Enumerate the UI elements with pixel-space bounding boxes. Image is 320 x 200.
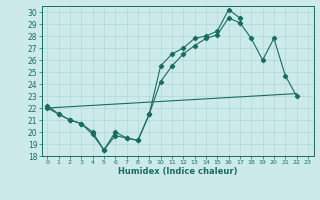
X-axis label: Humidex (Indice chaleur): Humidex (Indice chaleur) (118, 167, 237, 176)
